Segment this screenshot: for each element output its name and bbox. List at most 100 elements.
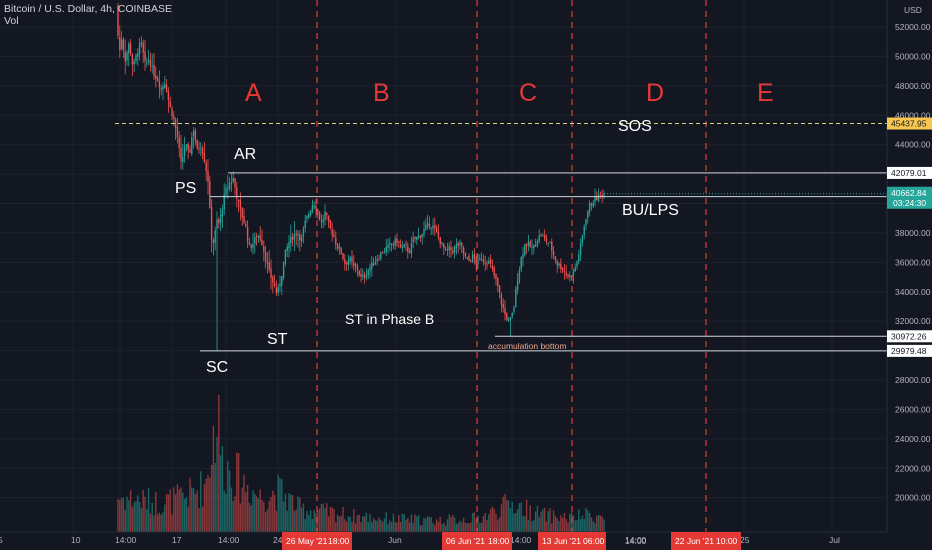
volume-bar — [144, 496, 146, 532]
volume-bar — [441, 524, 443, 532]
volume-bar — [540, 511, 542, 532]
volume-bar — [201, 506, 204, 532]
candle-body — [408, 251, 411, 254]
volume-bar — [480, 522, 483, 532]
volume-bar — [484, 513, 486, 532]
candle-body — [558, 263, 560, 266]
price-tag-bg — [887, 166, 932, 179]
candle-body — [227, 187, 229, 189]
candle-body — [279, 284, 281, 287]
candle-body — [405, 243, 407, 245]
candle-body — [317, 209, 319, 212]
volume-bar — [153, 515, 155, 532]
candle-body — [506, 313, 508, 321]
time-tag: 18:00 — [488, 536, 510, 546]
volume-bar — [543, 507, 546, 532]
candle-body — [498, 285, 501, 294]
candle-body — [194, 130, 197, 141]
x-tick: Jun — [388, 535, 402, 545]
candle-body — [344, 259, 346, 264]
volume-bar — [165, 493, 168, 532]
volume-bar — [194, 494, 197, 532]
volume-bar — [585, 507, 587, 532]
volume-bar — [171, 514, 173, 532]
candle-body — [543, 234, 546, 239]
time-tag: 10:00 — [716, 536, 738, 546]
candle-body — [164, 84, 166, 88]
volume-bar — [367, 521, 369, 532]
candle-body — [520, 257, 522, 270]
volume-bar — [430, 517, 432, 532]
x-tick: 25 — [740, 535, 750, 545]
volume-bar — [416, 516, 418, 532]
volume-bar — [198, 508, 200, 532]
candle-body — [241, 207, 243, 218]
candle-body — [165, 84, 168, 93]
volume-bar — [236, 452, 238, 532]
candle-body — [581, 235, 584, 243]
candle-body — [497, 278, 499, 287]
candle-body — [295, 233, 297, 235]
candle-body — [216, 219, 218, 229]
volume-bar — [551, 523, 553, 532]
volume-bar — [162, 512, 164, 532]
volume-bar — [135, 501, 137, 532]
candle-body — [597, 194, 600, 202]
volume-bar — [300, 507, 303, 532]
candle-body — [131, 54, 134, 65]
volume-bar — [342, 507, 344, 532]
volume-bar — [383, 518, 386, 532]
volume-bar — [169, 489, 171, 532]
candle-body — [493, 267, 495, 276]
candle-body — [183, 147, 186, 157]
candle-body — [425, 225, 427, 230]
volume-bar — [597, 514, 600, 532]
volume-bar — [290, 494, 292, 532]
candle-body — [588, 203, 591, 213]
time-tag-bg — [282, 532, 352, 550]
level-lines — [115, 123, 887, 352]
price-tag: 45437.95 — [891, 119, 927, 129]
volume-bar — [353, 508, 355, 532]
candle-body — [209, 181, 211, 208]
volume-bar — [147, 488, 150, 532]
candle-body — [462, 247, 465, 254]
volume-bar — [414, 514, 416, 532]
time-tag: 06:00 — [583, 536, 605, 546]
volume-bar — [479, 523, 481, 532]
candle-body — [387, 244, 389, 248]
candle-body — [284, 249, 287, 264]
candle-body — [169, 101, 171, 107]
candle-body — [338, 246, 341, 249]
x-tick: 14:00 — [115, 535, 137, 545]
volume-bar — [527, 519, 530, 532]
candle-body — [538, 235, 540, 242]
candle-body — [563, 270, 566, 272]
candle-body — [507, 319, 510, 322]
volume-bar — [119, 500, 121, 532]
volume-bar — [239, 503, 242, 532]
volume-bars — [117, 395, 605, 532]
candle-body — [207, 170, 209, 183]
price-tag: 30972.26 — [891, 331, 927, 341]
volume-bar — [482, 516, 485, 532]
volume-bar — [560, 515, 562, 532]
y-tick-label: 38000.00 — [895, 228, 931, 238]
candle-body — [218, 219, 220, 224]
volume-bar — [459, 520, 461, 532]
volume-bar — [371, 521, 373, 532]
volume-bar — [214, 463, 216, 532]
candle-body — [416, 236, 418, 241]
volume-bar — [365, 512, 368, 532]
volume-bar — [182, 492, 184, 532]
volume-bar — [309, 510, 312, 532]
candle-body — [178, 137, 180, 148]
candle-body — [345, 262, 348, 265]
candle-body — [191, 137, 193, 154]
candle-body — [569, 275, 571, 278]
annotation-accumulation-bottom: accumulation bottom — [488, 341, 566, 351]
volume-bar — [475, 518, 477, 532]
candle-body — [162, 86, 164, 90]
volume-legend: Vol — [4, 15, 19, 27]
